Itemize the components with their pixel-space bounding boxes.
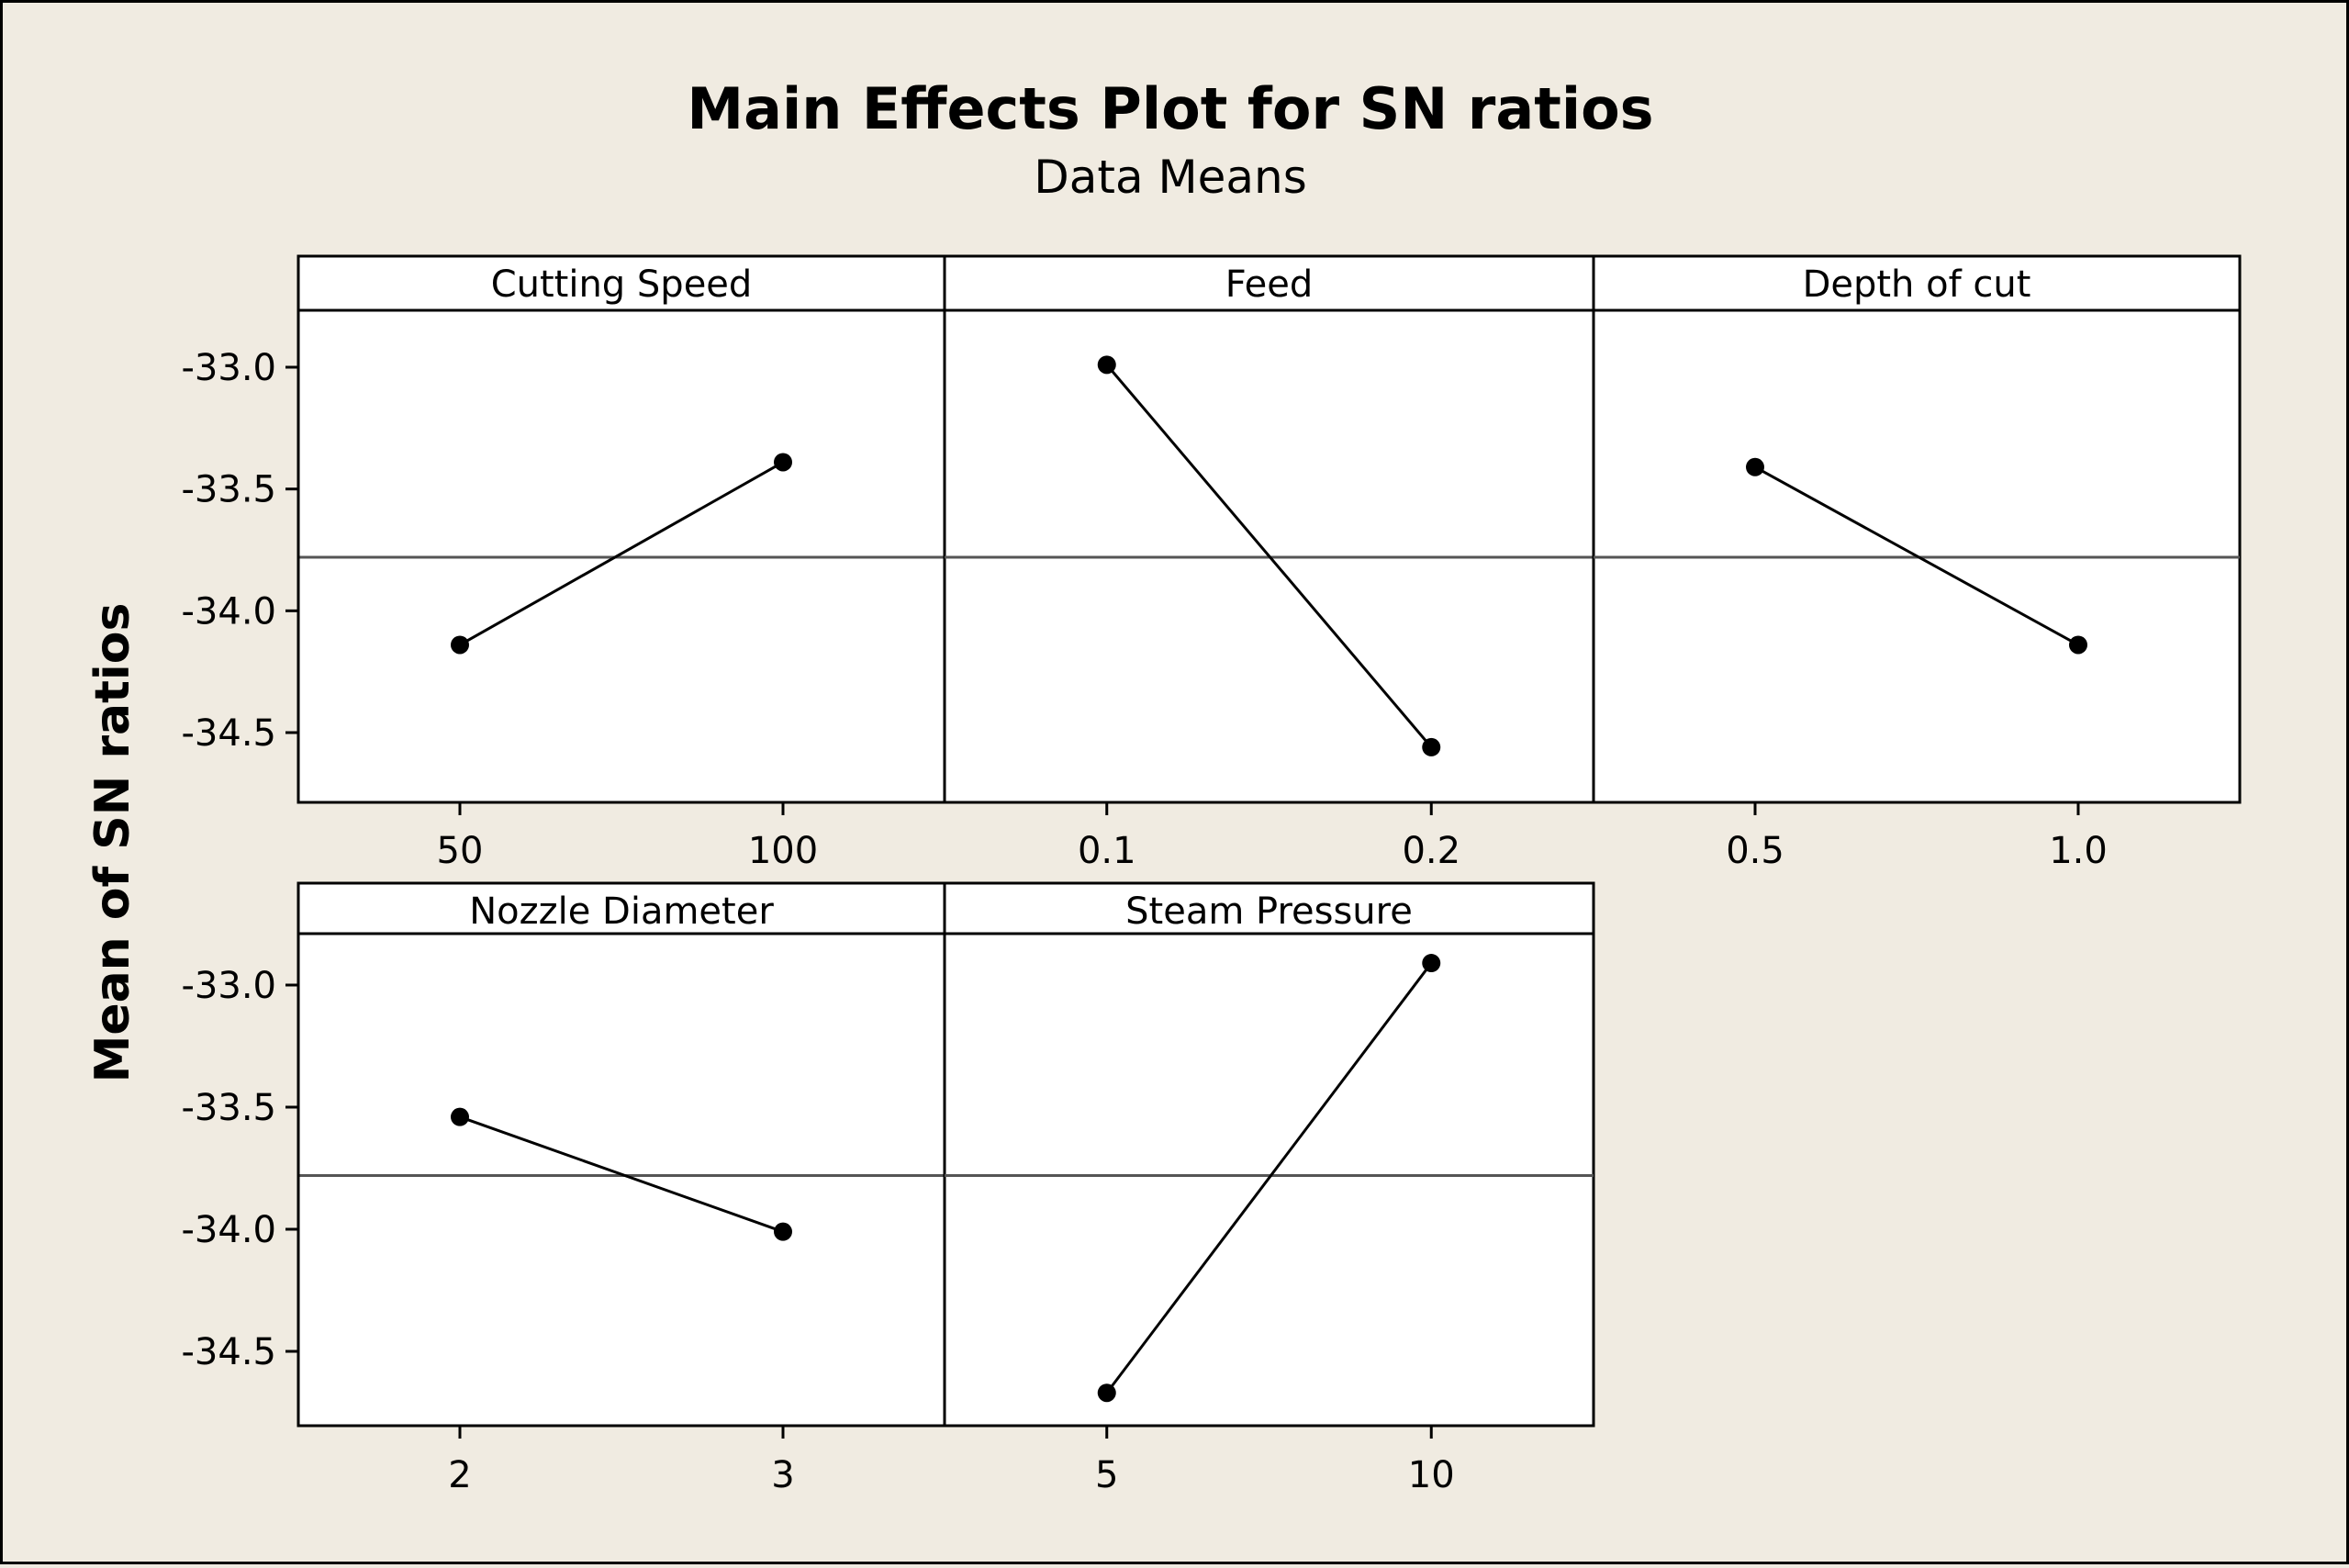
panel-feed — [943, 254, 1595, 804]
panel-title-nozzle-diameter: Nozzle Diameter — [469, 890, 774, 933]
chart-title: Main Effects Plot for SN ratios — [687, 75, 1653, 142]
y-tick-label-row-0-0: -33.0 — [182, 347, 277, 389]
x-tick-label-depth-of-cut-0: 0.5 — [1726, 830, 1784, 872]
y-tick-label-row-0-3: -34.5 — [182, 712, 277, 755]
y-tick-label-row-1-3: -34.5 — [182, 1331, 277, 1373]
series-line-feed — [1105, 364, 1433, 748]
panel-title-feed: Feed — [1225, 263, 1313, 306]
data-point-depth-of-cut-1 — [2069, 635, 2087, 655]
chart-subtitle: Data Means — [1034, 151, 1307, 204]
x-tick-label-steam-pressure-1: 10 — [1408, 1454, 1455, 1496]
panel-title-steam-pressure: Steam Pressure — [1125, 890, 1413, 933]
data-point-nozzle-diameter-0 — [451, 1107, 469, 1126]
y-axis-label: Mean of SN ratios — [85, 603, 140, 1083]
y-tick-label-row-1-1: -33.5 — [182, 1087, 277, 1129]
y-tick-label-row-1-2: -34.0 — [182, 1209, 277, 1251]
data-point-nozzle-diameter-1 — [774, 1222, 792, 1241]
x-tick-label-feed-0: 0.1 — [1078, 830, 1136, 872]
x-tick-label-nozzle-diameter-0: 2 — [448, 1454, 471, 1496]
data-point-feed-1 — [1422, 737, 1441, 756]
y-tick-label-row-0-1: -33.5 — [182, 469, 277, 511]
series-line-nozzle-diameter — [459, 1115, 784, 1234]
panels-group: Cutting Speed 50 100 Feed 0.1 0.2 Depth of cut… — [182, 254, 2242, 1496]
series-line-cutting-speed — [459, 461, 784, 646]
data-point-cutting-speed-1 — [774, 453, 792, 472]
x-tick-label-nozzle-diameter-1: 3 — [771, 1454, 794, 1496]
data-point-steam-pressure-1 — [1422, 954, 1441, 973]
x-tick-label-feed-1: 0.2 — [1402, 830, 1460, 872]
x-tick-label-cutting-speed-1: 100 — [748, 830, 818, 872]
panel-title-cutting-speed: Cutting Speed — [491, 263, 753, 306]
x-tick-label-cutting-speed-0: 50 — [437, 830, 484, 872]
x-tick-label-depth-of-cut-1: 1.0 — [2049, 830, 2108, 872]
y-tick-label-row-1-0: -33.0 — [182, 965, 277, 1007]
series-line-depth-of-cut — [1754, 465, 2079, 646]
data-point-feed-0 — [1097, 355, 1116, 375]
data-point-steam-pressure-0 — [1097, 1383, 1116, 1403]
panel-title-depth-of-cut: Depth of cut — [1803, 263, 2031, 306]
panel-cutting-speed — [296, 254, 946, 804]
y-tick-label-row-0-2: -34.0 — [182, 590, 277, 633]
series-line-steam-pressure — [1105, 962, 1433, 1394]
data-point-depth-of-cut-0 — [1746, 457, 1764, 476]
panel-depth-of-cut — [1592, 254, 2242, 804]
panel-steam-pressure — [943, 881, 1595, 1428]
panel-nozzle-diameter — [296, 881, 946, 1428]
data-point-cutting-speed-0 — [451, 635, 469, 655]
x-tick-label-steam-pressure-0: 5 — [1095, 1454, 1118, 1496]
